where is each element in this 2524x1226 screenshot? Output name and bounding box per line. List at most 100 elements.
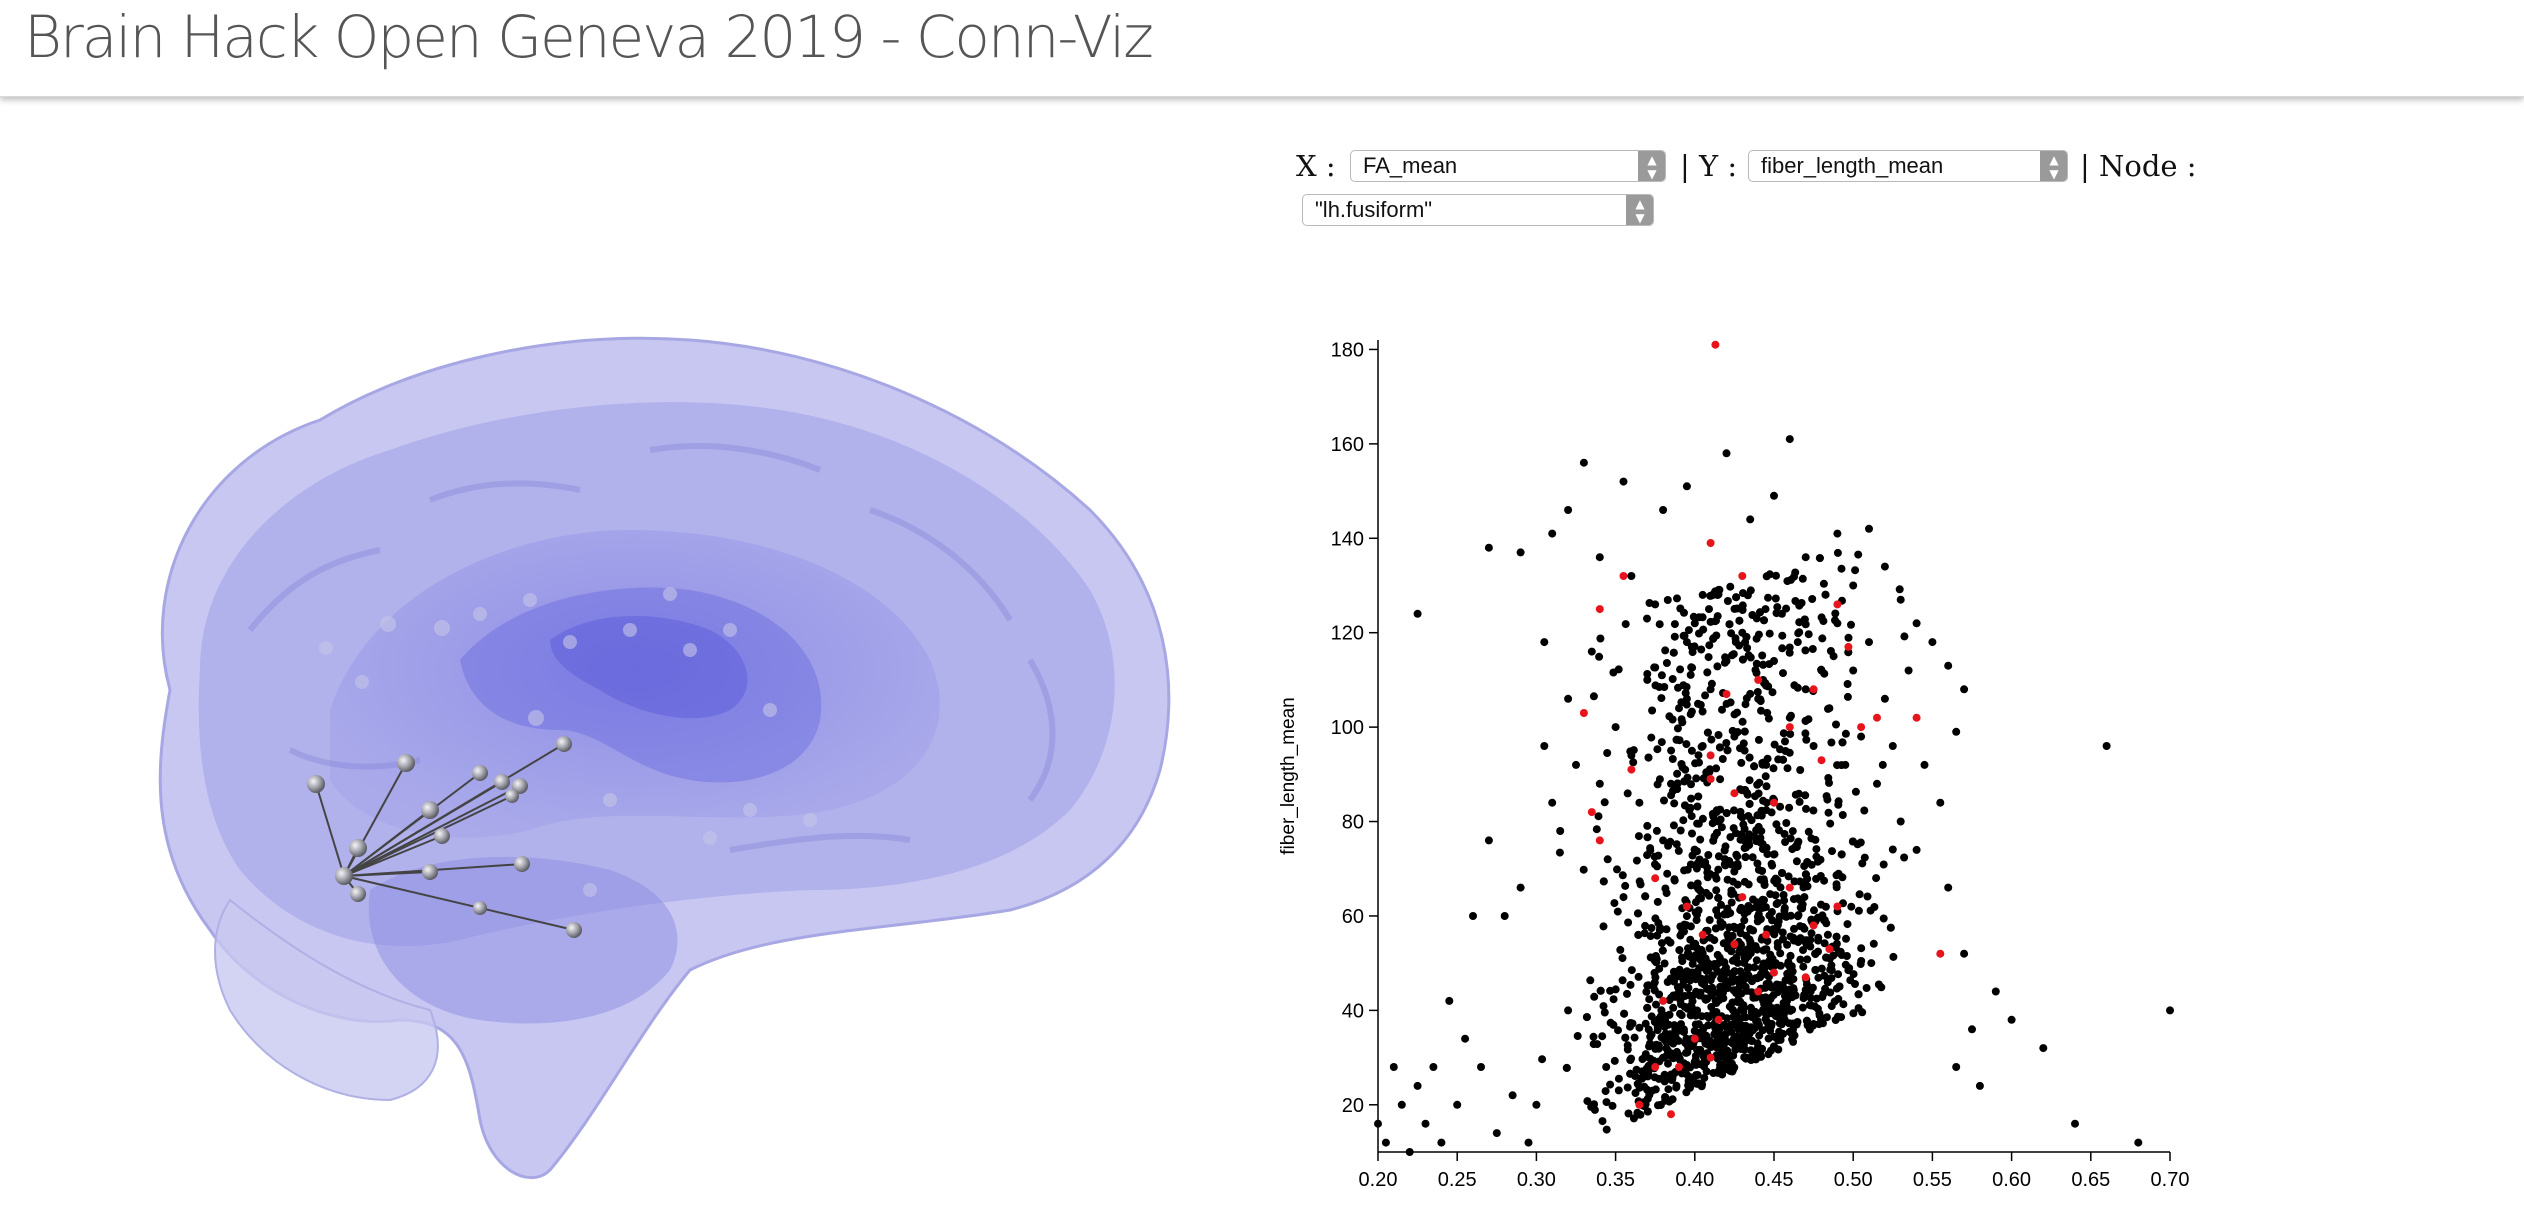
data-point (1686, 710, 1695, 719)
data-point (1753, 912, 1762, 921)
y-axis-select-value: fiber_length_mean (1761, 153, 1944, 178)
data-point (1837, 564, 1846, 573)
highlighted-data-point (1675, 1063, 1683, 1071)
data-point (1680, 608, 1688, 617)
data-point (1776, 802, 1785, 811)
data-point (1715, 743, 1724, 752)
data-point (1633, 1079, 1642, 1088)
data-point (1660, 796, 1668, 805)
data-point (1603, 749, 1612, 757)
data-point (1714, 865, 1723, 874)
data-point (1772, 925, 1781, 934)
data-point (1936, 798, 1945, 807)
data-point (1610, 899, 1619, 908)
data-point (1655, 775, 1664, 784)
brain-3d-view[interactable] (130, 330, 1190, 1190)
data-point (1744, 651, 1753, 660)
data-point (1772, 980, 1781, 989)
data-point (1445, 996, 1454, 1005)
data-point (1593, 1040, 1602, 1049)
data-point (1682, 912, 1691, 921)
data-point (1693, 910, 1701, 919)
data-point (1641, 921, 1650, 930)
data-point (1789, 984, 1798, 993)
data-point (1817, 613, 1826, 622)
data-point (1773, 943, 1782, 951)
x-tick-label: 0.70 (2151, 1169, 2190, 1191)
brain-nodes[interactable] (307, 736, 582, 938)
data-point (1817, 666, 1826, 675)
axis-controls: X : FA_mean ▲ ▼ | Y : fiber_length_mean ▲… (1296, 148, 2197, 238)
data-point (1626, 1069, 1635, 1078)
highlighted-data-point (1587, 808, 1596, 817)
data-point (1645, 995, 1654, 1004)
data-point (1684, 1072, 1693, 1081)
data-point (1817, 964, 1826, 973)
data-point (1680, 631, 1689, 640)
data-point (1896, 817, 1905, 826)
data-point (1832, 883, 1841, 892)
y-axis-select[interactable]: fiber_length_mean ▲ ▼ (1748, 150, 2068, 182)
data-point (1653, 745, 1662, 754)
data-point (1777, 1005, 1786, 1014)
data-point (1722, 739, 1731, 747)
data-point (1703, 728, 1712, 737)
data-point (1707, 973, 1716, 982)
data-point (1761, 772, 1770, 781)
data-point (1737, 830, 1746, 839)
data-point (1711, 1024, 1720, 1032)
data-point (1753, 1044, 1762, 1052)
data-point (1812, 874, 1821, 883)
data-point (1762, 782, 1771, 791)
data-point (1741, 1022, 1750, 1031)
data-point (1652, 958, 1661, 967)
data-point (1608, 1101, 1617, 1110)
data-point (1716, 805, 1725, 814)
x-axis-select[interactable]: FA_mean ▲ ▼ (1350, 150, 1666, 182)
data-point (1726, 698, 1735, 707)
data-point (1719, 958, 1728, 967)
data-point (1687, 642, 1696, 651)
data-point (1675, 946, 1684, 955)
data-point (1703, 668, 1712, 677)
data-point (1599, 877, 1608, 886)
data-point (1790, 572, 1798, 581)
data-point (1774, 917, 1783, 926)
highlighted-data-point (1595, 836, 1604, 845)
highlighted-data-point (1873, 713, 1881, 722)
data-point (1912, 845, 1921, 854)
data-point (1602, 1063, 1611, 1071)
data-point (1739, 980, 1748, 989)
data-point (1779, 669, 1787, 678)
data-point (1602, 1098, 1611, 1107)
data-point (1734, 995, 1743, 1004)
data-point (1807, 929, 1816, 938)
data-point (1665, 996, 1674, 1005)
data-point (1693, 819, 1702, 828)
data-point (1623, 989, 1631, 998)
data-point (1672, 1081, 1681, 1090)
data-point (1803, 955, 1812, 964)
data-point (1734, 1024, 1743, 1033)
data-point (1795, 601, 1804, 610)
data-point (1762, 980, 1771, 988)
data-point (1726, 833, 1735, 842)
data-point (1706, 933, 1715, 942)
data-point (1726, 582, 1735, 591)
data-point (1660, 959, 1669, 968)
data-point (1857, 944, 1866, 953)
node-select[interactable]: "lh.fusiform" ▲ ▼ (1302, 194, 1654, 226)
data-point (1712, 886, 1721, 895)
highlighted-data-point (1706, 539, 1715, 547)
data-point (2071, 1119, 2079, 1128)
data-point (1610, 1056, 1619, 1065)
highlighted-data-point (1762, 930, 1771, 939)
data-point (1668, 675, 1677, 683)
data-point (1713, 591, 1722, 599)
data-point (1718, 705, 1726, 714)
data-point (1674, 846, 1683, 855)
data-point (1711, 871, 1720, 880)
data-point (1748, 853, 1757, 862)
data-point (1831, 609, 1840, 618)
data-point (1592, 825, 1601, 834)
